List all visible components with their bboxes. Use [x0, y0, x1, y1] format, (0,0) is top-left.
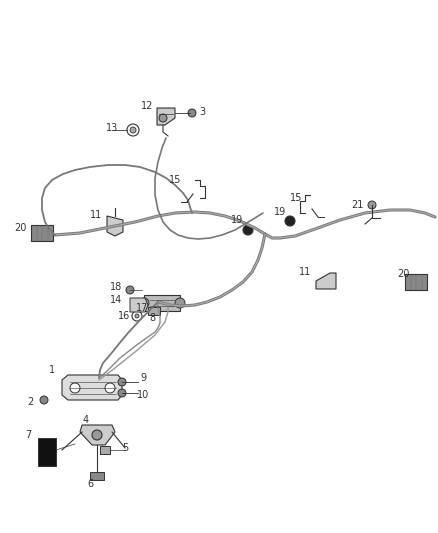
Text: 7: 7 — [25, 430, 31, 440]
Circle shape — [368, 201, 376, 209]
Text: 14: 14 — [110, 295, 122, 305]
Text: 13: 13 — [106, 123, 118, 133]
Text: 1: 1 — [49, 365, 55, 375]
Polygon shape — [107, 216, 123, 236]
Text: 16: 16 — [118, 311, 130, 321]
Circle shape — [285, 216, 295, 226]
Circle shape — [126, 286, 134, 294]
Text: 20: 20 — [397, 269, 409, 279]
Text: 2: 2 — [27, 397, 33, 407]
Polygon shape — [80, 425, 115, 445]
Circle shape — [118, 378, 126, 386]
Circle shape — [40, 396, 48, 404]
Bar — [38, 438, 56, 466]
Text: 21: 21 — [351, 200, 363, 210]
Polygon shape — [157, 108, 175, 125]
Text: 10: 10 — [137, 390, 149, 400]
Text: 12: 12 — [141, 101, 153, 111]
Text: 17: 17 — [136, 303, 148, 313]
Text: 15: 15 — [169, 175, 181, 185]
Text: 19: 19 — [274, 207, 286, 217]
Bar — [148, 307, 160, 315]
Bar — [90, 472, 104, 480]
Text: 11: 11 — [90, 210, 102, 220]
Text: 6: 6 — [87, 479, 93, 489]
Text: 3: 3 — [199, 107, 205, 117]
Text: 4: 4 — [83, 415, 89, 425]
Circle shape — [188, 109, 196, 117]
Text: 18: 18 — [110, 282, 122, 292]
Bar — [144, 295, 180, 311]
Circle shape — [243, 225, 253, 235]
Circle shape — [92, 430, 102, 440]
Text: 8: 8 — [149, 313, 155, 323]
Polygon shape — [62, 375, 122, 400]
Circle shape — [105, 383, 115, 393]
Circle shape — [139, 298, 149, 308]
Polygon shape — [316, 273, 336, 289]
Bar — [31, 225, 53, 241]
Text: 5: 5 — [122, 443, 128, 453]
Text: 15: 15 — [290, 193, 302, 203]
Circle shape — [135, 314, 139, 318]
Text: 11: 11 — [299, 267, 311, 277]
Text: 19: 19 — [231, 215, 243, 225]
Polygon shape — [130, 298, 148, 312]
Bar — [405, 274, 427, 290]
Text: 9: 9 — [140, 373, 146, 383]
Circle shape — [130, 127, 136, 133]
Circle shape — [118, 389, 126, 397]
Text: 20: 20 — [14, 223, 26, 233]
Circle shape — [175, 298, 185, 308]
Circle shape — [159, 114, 167, 122]
Bar — [100, 446, 110, 454]
Circle shape — [70, 383, 80, 393]
